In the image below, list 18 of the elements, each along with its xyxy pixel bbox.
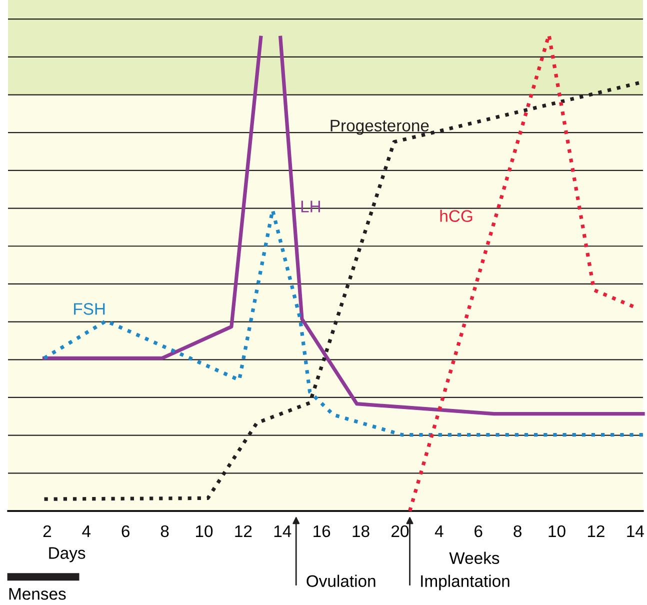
- x-tick-label: 2: [43, 525, 51, 537]
- x-tick-label: 14: [274, 526, 292, 537]
- x-tick-label: 20: [392, 525, 409, 538]
- text: Menses: [9, 588, 66, 600]
- series-label: Progesterone: [330, 120, 429, 135]
- text: Weeks: [449, 552, 500, 564]
- text: Implantation: [421, 574, 510, 590]
- text: Days: [49, 547, 86, 562]
- x-tick-label: 6: [122, 525, 130, 538]
- text: Ovulation: [306, 574, 376, 588]
- series-label: FSH: [74, 303, 105, 315]
- series-label: hCG: [440, 210, 472, 222]
- x-tick-label: 8: [160, 525, 169, 538]
- x-tick-label: 16: [314, 525, 330, 538]
- x-tick-label: 18: [352, 525, 370, 538]
- x-tick-label: 4: [82, 526, 91, 537]
- x-tick-label: 10: [196, 525, 213, 538]
- x-tick-label: 12: [235, 525, 252, 537]
